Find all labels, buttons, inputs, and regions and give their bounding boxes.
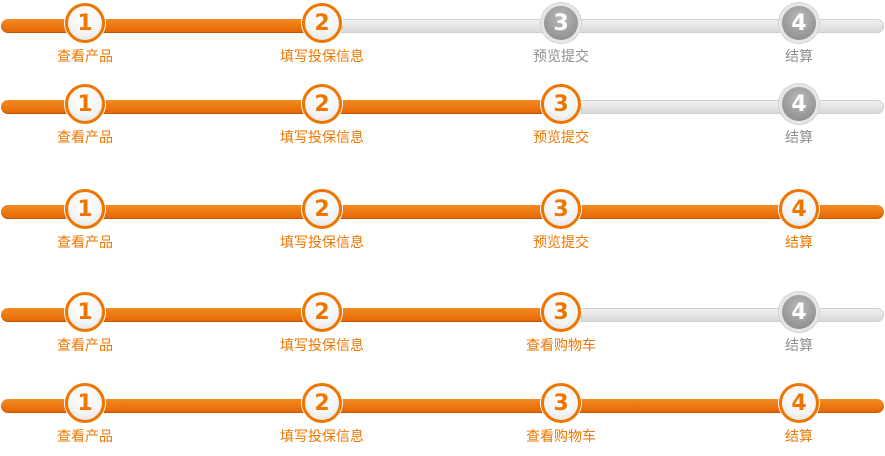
step-4-circle[interactable]: 4	[779, 292, 819, 332]
step-1-circle[interactable]: 1	[65, 292, 105, 332]
step-2-label[interactable]: 填写投保信息	[280, 49, 364, 65]
step-1-circle[interactable]: 1	[65, 3, 105, 43]
step-3-label[interactable]: 查看购物车	[526, 429, 596, 445]
step-2-label[interactable]: 填写投保信息	[280, 429, 364, 445]
step-1-label[interactable]: 查看产品	[57, 49, 113, 65]
progress-stepper: 1 2 3 4 查看产品 填写投保信息 查看购物车 结算	[0, 292, 885, 354]
step-3-label[interactable]: 预览提交	[533, 235, 589, 251]
step-1-circle[interactable]: 1	[65, 84, 105, 124]
step-2-label[interactable]: 填写投保信息	[280, 130, 364, 146]
step-3-label[interactable]: 预览提交	[533, 49, 589, 65]
step-2-circle[interactable]: 2	[302, 383, 342, 423]
progress-track	[1, 308, 884, 322]
step-4-circle[interactable]: 4	[779, 3, 819, 43]
progress-stepper: 1 2 3 4 查看产品 填写投保信息 查看购物车 结算	[0, 383, 885, 445]
step-4-label[interactable]: 结算	[785, 429, 813, 445]
progress-track	[1, 100, 884, 114]
step-1-label[interactable]: 查看产品	[57, 429, 113, 445]
step-3-circle[interactable]: 3	[541, 84, 581, 124]
step-4-circle[interactable]: 4	[779, 383, 819, 423]
step-1-circle[interactable]: 1	[65, 189, 105, 229]
step-4-label[interactable]: 结算	[785, 235, 813, 251]
step-4-circle[interactable]: 4	[779, 84, 819, 124]
step-1-circle[interactable]: 1	[65, 383, 105, 423]
step-3-circle[interactable]: 3	[541, 189, 581, 229]
progress-track	[1, 19, 884, 33]
progress-track	[1, 205, 884, 219]
progress-track-fill	[1, 19, 343, 33]
step-2-circle[interactable]: 2	[302, 84, 342, 124]
step-4-label[interactable]: 结算	[785, 130, 813, 146]
progress-stepper: 1 2 3 4 查看产品 填写投保信息 预览提交 结算	[0, 84, 885, 146]
step-4-circle[interactable]: 4	[779, 189, 819, 229]
progress-track-fill	[1, 308, 582, 322]
progress-stepper: 1 2 3 4 查看产品 填写投保信息 预览提交 结算	[0, 3, 885, 65]
step-2-circle[interactable]: 2	[302, 3, 342, 43]
progress-stepper: 1 2 3 4 查看产品 填写投保信息 预览提交 结算	[0, 189, 885, 251]
progress-track-fill	[1, 205, 884, 219]
step-3-label[interactable]: 预览提交	[533, 130, 589, 146]
step-2-label[interactable]: 填写投保信息	[280, 235, 364, 251]
step-3-circle[interactable]: 3	[541, 292, 581, 332]
step-1-label[interactable]: 查看产品	[57, 235, 113, 251]
step-2-circle[interactable]: 2	[302, 292, 342, 332]
progress-track	[1, 399, 884, 413]
step-4-label[interactable]: 结算	[785, 49, 813, 65]
step-4-label[interactable]: 结算	[785, 338, 813, 354]
step-1-label[interactable]: 查看产品	[57, 338, 113, 354]
step-3-label[interactable]: 查看购物车	[526, 338, 596, 354]
progress-track-fill	[1, 100, 582, 114]
step-2-label[interactable]: 填写投保信息	[280, 338, 364, 354]
progress-track-fill	[1, 399, 884, 413]
step-3-circle[interactable]: 3	[541, 383, 581, 423]
step-2-circle[interactable]: 2	[302, 189, 342, 229]
step-3-circle[interactable]: 3	[541, 3, 581, 43]
step-1-label[interactable]: 查看产品	[57, 130, 113, 146]
